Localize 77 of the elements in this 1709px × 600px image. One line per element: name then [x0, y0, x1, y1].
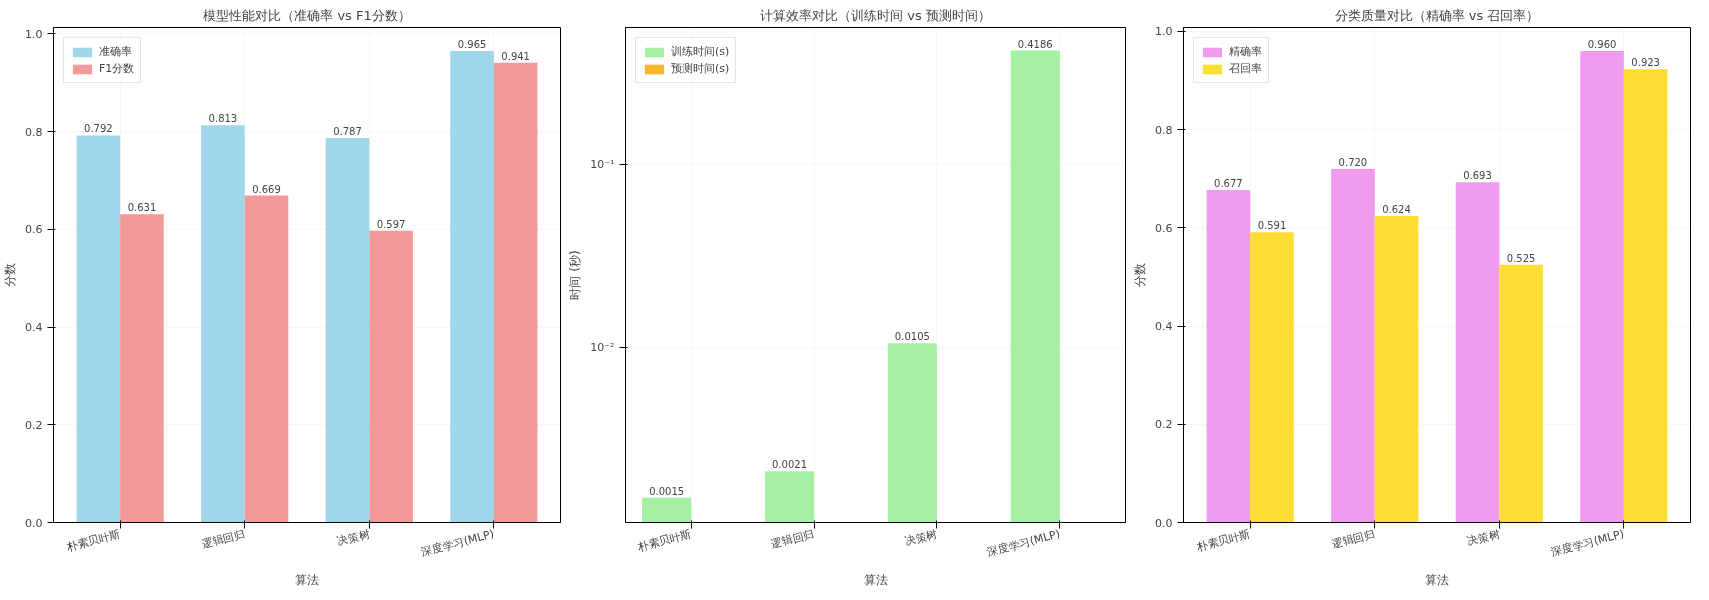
data-label: 0.693	[1463, 170, 1492, 182]
legend-label: 精确率	[1229, 44, 1262, 59]
chart-title: 计算效率对比（训练时间 vs 预测时间）	[760, 7, 991, 23]
x-axis-title: 算法	[863, 573, 888, 588]
x-axis-title: 算法	[295, 573, 319, 588]
data-label: 0.669	[252, 183, 281, 195]
bar	[1455, 182, 1500, 523]
x-tick-label: 深度学习(MLP)	[1549, 527, 1626, 560]
y-tick-label: 0.0	[1155, 516, 1173, 530]
y-tick-label: 0.0	[25, 516, 43, 530]
bar	[1331, 168, 1375, 523]
y-tick-label: 0.2	[25, 418, 43, 432]
data-label: 0.0105	[894, 331, 930, 343]
y-tick-label: 10⁻¹	[590, 157, 615, 171]
y-tick-label: 0.6	[25, 223, 43, 237]
y-tick-label: 0.8	[1155, 123, 1173, 137]
data-label: 0.0021	[772, 459, 808, 471]
data-label: 0.965	[457, 38, 487, 50]
bar	[1206, 190, 1251, 523]
bar	[1623, 69, 1668, 523]
bar	[1499, 264, 1543, 523]
data-label: 0.631	[127, 202, 157, 214]
x-tick-label: 逻辑回归	[200, 527, 247, 552]
x-tick-label: 决策树	[1465, 527, 1501, 549]
bar	[76, 135, 121, 523]
y-tick-label: 1.0	[25, 27, 43, 41]
y-tick-label: 0.6	[1155, 221, 1173, 235]
bar	[1250, 232, 1294, 523]
bar	[1580, 51, 1624, 523]
x-axis-title: 算法	[1425, 573, 1449, 588]
bar	[325, 137, 370, 523]
x-tick-label: 逻辑回归	[1330, 527, 1377, 552]
x-tick-label: 朴素贝叶斯	[635, 527, 693, 555]
data-label: 0.923	[1631, 57, 1660, 69]
data-label: 0.720	[1338, 156, 1368, 168]
y-tick-label: 0.4	[1155, 320, 1173, 334]
bar	[369, 230, 413, 523]
x-tick-label: 深度学习(MLP)	[985, 527, 1062, 560]
data-label: 0.0015	[649, 485, 685, 497]
y-tick-label: 0.2	[1155, 418, 1173, 432]
bar	[120, 214, 164, 523]
x-tick-label: 决策树	[903, 527, 939, 549]
x-tick-label: 朴素贝叶斯	[64, 527, 122, 555]
bar	[244, 195, 289, 523]
data-label: 0.787	[333, 125, 362, 137]
legend-label: 召回率	[1229, 61, 1262, 76]
legend-label: 预测时间(s)	[671, 61, 730, 76]
y-tick-label: 1.0	[1155, 25, 1173, 39]
x-tick-label: 深度学习(MLP)	[419, 527, 496, 560]
bar	[493, 62, 538, 523]
y-axis-title: 分数	[3, 263, 18, 287]
chart-title: 分类质量对比（精确率 vs 召回率）	[1334, 7, 1540, 23]
y-tick-label: 0.8	[25, 125, 43, 139]
x-tick-label: 决策树	[335, 527, 371, 549]
data-label: 0.591	[1257, 220, 1287, 232]
legend-label: F1分数	[99, 61, 135, 76]
data-label: 0.624	[1382, 204, 1411, 216]
chart-title: 模型性能对比（准确率 vs F1分数）	[203, 7, 411, 23]
y-tick-label: 0.4	[25, 321, 43, 335]
data-label: 0.941	[501, 50, 530, 62]
legend-label: 准确率	[99, 44, 132, 59]
data-label: 0.525	[1506, 252, 1536, 264]
y-axis-title: 时间 (秒)	[568, 250, 583, 300]
data-label: 0.813	[208, 113, 238, 125]
bar	[1374, 216, 1419, 523]
data-label: 0.597	[376, 218, 406, 230]
data-label: 0.677	[1214, 178, 1243, 190]
x-tick-label: 逻辑回归	[769, 527, 816, 552]
data-label: 0.792	[84, 123, 113, 135]
data-label: 0.960	[1587, 39, 1617, 51]
data-label: 0.4186	[1017, 38, 1053, 50]
legend-label: 训练时间(s)	[671, 44, 730, 59]
y-axis-title: 分数	[1133, 263, 1148, 287]
y-tick-label: 10⁻²	[590, 340, 615, 354]
bar	[201, 125, 245, 523]
x-tick-label: 朴素贝叶斯	[1194, 527, 1252, 555]
bar	[450, 50, 494, 523]
